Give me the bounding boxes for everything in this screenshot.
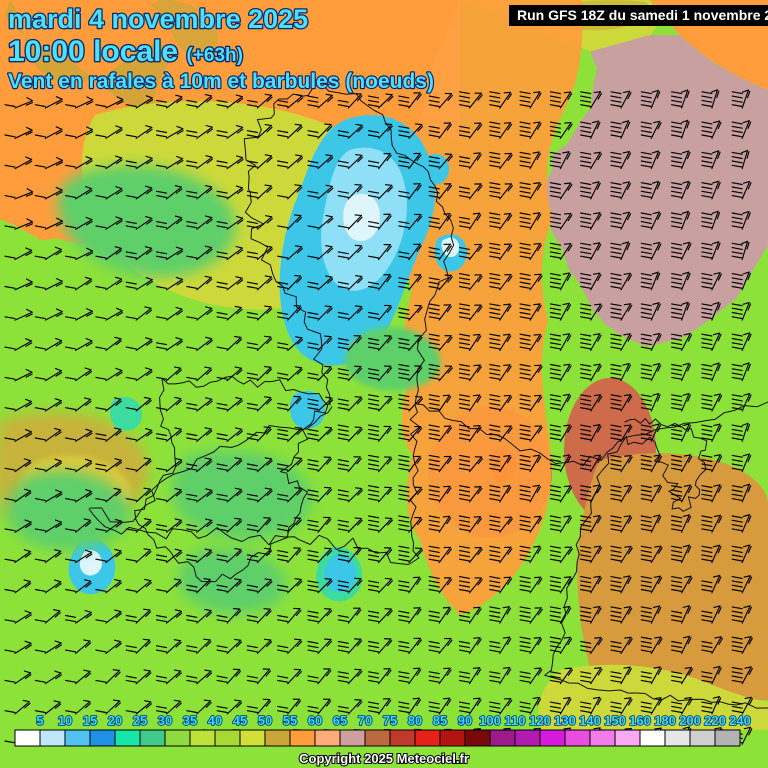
svg-text:Vent en rafales à 10m et barbu: Vent en rafales à 10m et barbules (noeud… xyxy=(8,70,434,93)
svg-text:110: 110 xyxy=(505,713,526,728)
svg-text:55: 55 xyxy=(283,713,297,728)
svg-text:30: 30 xyxy=(158,713,172,728)
svg-text:35: 35 xyxy=(183,713,197,728)
svg-text:75: 75 xyxy=(383,713,397,728)
svg-text:65: 65 xyxy=(333,713,347,728)
svg-text:60: 60 xyxy=(308,713,322,728)
svg-text:160: 160 xyxy=(629,713,651,728)
svg-text:5: 5 xyxy=(36,713,43,728)
svg-text:40: 40 xyxy=(208,713,222,728)
svg-text:120: 120 xyxy=(529,713,551,728)
svg-text:240: 240 xyxy=(729,713,751,728)
svg-text:20: 20 xyxy=(108,713,122,728)
svg-text:50: 50 xyxy=(258,713,272,728)
svg-text:200: 200 xyxy=(679,713,701,728)
svg-text:15: 15 xyxy=(83,713,97,728)
svg-text:130: 130 xyxy=(554,713,576,728)
svg-text:10: 10 xyxy=(58,713,72,728)
svg-text:80: 80 xyxy=(408,713,422,728)
svg-text:mardi 4 novembre 2025: mardi 4 novembre 2025 xyxy=(8,4,308,34)
svg-text:180: 180 xyxy=(654,713,676,728)
svg-text:45: 45 xyxy=(233,713,247,728)
svg-text:90: 90 xyxy=(458,713,472,728)
svg-text:Run GFS 18Z du samedi 1 novemb: Run GFS 18Z du samedi 1 novembre 2025 xyxy=(517,7,768,23)
svg-text:Copyright 2025 Meteociel.fr: Copyright 2025 Meteociel.fr xyxy=(299,751,469,766)
svg-text:220: 220 xyxy=(704,713,726,728)
svg-text:140: 140 xyxy=(579,713,601,728)
svg-text:100: 100 xyxy=(479,713,501,728)
svg-text:150: 150 xyxy=(604,713,626,728)
svg-text:70: 70 xyxy=(358,713,372,728)
svg-text:25: 25 xyxy=(133,713,147,728)
svg-text:85: 85 xyxy=(433,713,447,728)
